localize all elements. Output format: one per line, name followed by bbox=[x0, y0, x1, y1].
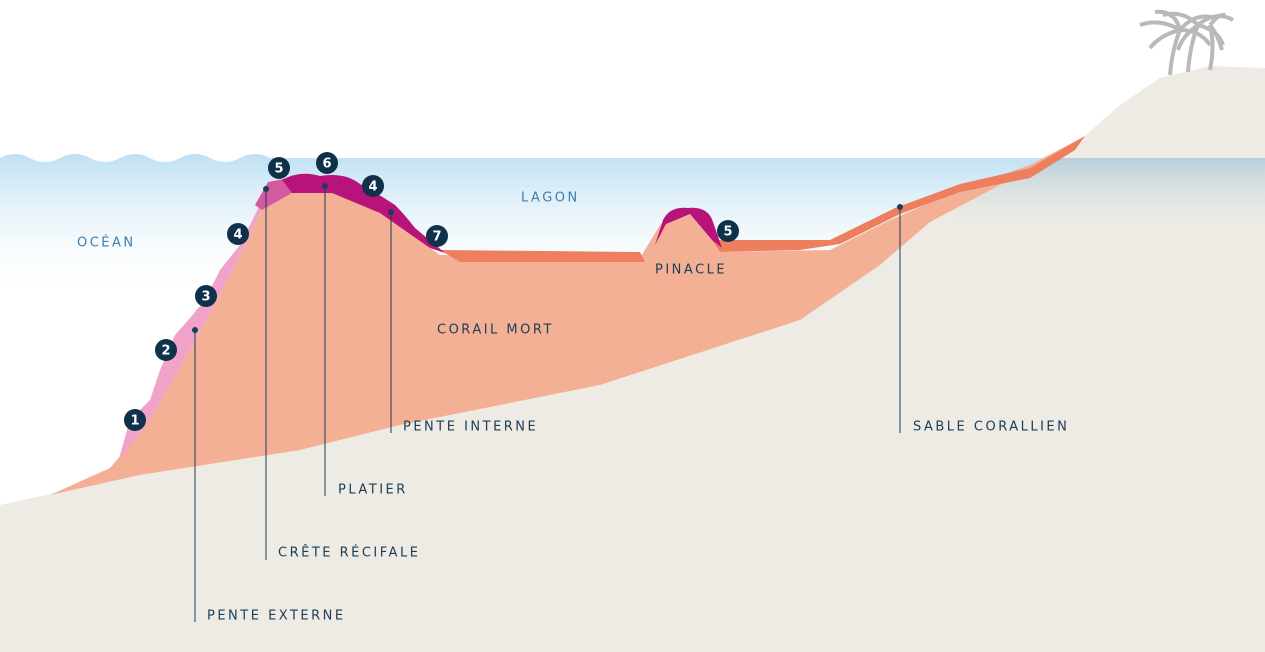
pinnacle-coral bbox=[655, 207, 722, 248]
callout-label: SABLE CORALLIEN bbox=[913, 420, 1069, 435]
marker-badge bbox=[362, 175, 384, 197]
zone-label: OCÉAN bbox=[77, 235, 136, 251]
marker-number: 3 bbox=[201, 290, 210, 305]
zone-label: LAGON bbox=[521, 191, 580, 206]
marker-badge bbox=[426, 225, 448, 247]
marker-badge bbox=[316, 152, 338, 174]
callout-label: PLATIER bbox=[338, 483, 408, 498]
marker-badge bbox=[227, 223, 249, 245]
marker-number: 4 bbox=[233, 228, 242, 243]
marker-number: 5 bbox=[723, 225, 732, 240]
callout-label: PENTE INTERNE bbox=[403, 420, 538, 435]
outer-slope-coral bbox=[118, 178, 290, 462]
callout-lines bbox=[192, 183, 903, 622]
marker-badge bbox=[195, 285, 217, 307]
marker-badge bbox=[268, 157, 290, 179]
zone-label: CORAIL MORT bbox=[437, 323, 554, 338]
marker-number: 6 bbox=[322, 157, 331, 172]
marker-number: 4 bbox=[368, 180, 377, 195]
palm-trees bbox=[1139, 9, 1235, 76]
callout-label: PENTE EXTERNE bbox=[207, 609, 346, 624]
callouts: PENTE EXTERNE CRÊTE RÉCIFALE PLATIER PENTE … bbox=[207, 420, 1069, 624]
marker-number: 5 bbox=[274, 162, 283, 177]
marker-number: 7 bbox=[432, 230, 441, 245]
dead-coral bbox=[50, 136, 1085, 495]
zone-label: PINACLE bbox=[655, 263, 727, 278]
marker-badge bbox=[155, 339, 177, 361]
marker-badge bbox=[717, 220, 739, 242]
callout-label: CRÊTE RÉCIFALE bbox=[278, 545, 420, 561]
markers: 1 2 3 4 5 6 4 7 5 bbox=[124, 152, 739, 431]
marker-number: 2 bbox=[161, 344, 170, 359]
marker-badge bbox=[124, 409, 146, 431]
marker-number: 1 bbox=[130, 414, 139, 429]
